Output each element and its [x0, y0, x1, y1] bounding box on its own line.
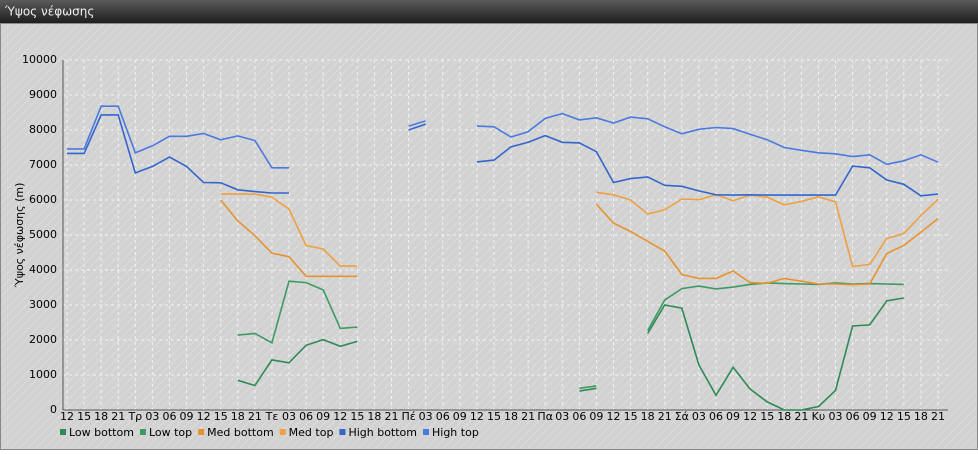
y-tick-label: 8000 [29, 123, 57, 136]
x-tick-label: 12 [333, 410, 347, 423]
legend-label: Med bottom [207, 426, 274, 439]
x-tick-label: 09 [726, 410, 740, 423]
legend-label: Med top [289, 426, 334, 439]
legend-label: High top [432, 426, 479, 439]
x-tick-label: 15 [624, 410, 638, 423]
x-tick-label: 18 [504, 410, 518, 423]
x-tick-label: 15 [487, 410, 501, 423]
legend-swatch [339, 429, 346, 435]
x-tick-label: 03 [145, 410, 159, 423]
series-line [220, 191, 939, 268]
x-tick-label: Κυ [812, 410, 826, 423]
x-tick-label: 09 [589, 410, 603, 423]
y-tick-label: 7000 [29, 158, 57, 171]
x-tick-label: 15 [350, 410, 364, 423]
legend-label: Low bottom [69, 426, 134, 439]
legend-swatch [60, 429, 66, 435]
x-tick-label: 21 [521, 410, 535, 423]
x-tick-label: 21 [384, 410, 398, 423]
x-tick-label: 12 [197, 410, 211, 423]
x-tick-label: 06 [709, 410, 723, 423]
x-tick-label: 12 [880, 410, 894, 423]
x-tick-label: 18 [94, 410, 108, 423]
x-tick-label: 21 [794, 410, 808, 423]
legend-label: High bottom [348, 426, 417, 439]
y-axis-label: Ύψος νέφωσης (m) [13, 183, 26, 289]
x-tick-label: 06 [572, 410, 586, 423]
x-tick-label: 12 [470, 410, 484, 423]
series-line [67, 105, 939, 169]
x-tick-label: 18 [777, 410, 791, 423]
legend-swatch [279, 429, 286, 435]
x-tick-label: Τε [265, 410, 279, 423]
x-tick-label: 03 [282, 410, 296, 423]
x-tick-label: 21 [931, 410, 945, 423]
x-tick-label: 18 [641, 410, 655, 423]
y-tick-label: 2000 [29, 333, 57, 346]
series-line [67, 114, 939, 197]
x-tick-label: 12 [743, 410, 757, 423]
y-tick-label: 6000 [29, 193, 57, 206]
x-tick-label: 15 [897, 410, 911, 423]
x-tick-label: 09 [316, 410, 330, 423]
x-tick-label: 21 [111, 410, 125, 423]
y-tick-label: 0 [50, 403, 57, 416]
window-title: Ύψος νέφωσης [4, 5, 94, 19]
x-tick-label: 06 [162, 410, 176, 423]
x-tick-label: Τρ [127, 410, 142, 423]
y-tick-label: 9000 [29, 88, 57, 101]
x-tick-label: 06 [846, 410, 860, 423]
x-tick-label: 03 [829, 410, 843, 423]
x-tick-label: 09 [180, 410, 194, 423]
y-tick-label: 3000 [29, 298, 57, 311]
x-tick-label: 03 [419, 410, 433, 423]
x-tick-label: 03 [555, 410, 569, 423]
legend-label: Low top [149, 426, 192, 439]
y-tick-label: 10000 [22, 53, 57, 66]
x-tick-label: Πα [537, 410, 553, 423]
series-line [220, 199, 939, 286]
series-line [237, 297, 904, 411]
x-tick-label: 21 [248, 410, 262, 423]
legend-swatch [198, 429, 205, 435]
x-tick-label: 21 [658, 410, 672, 423]
x-tick-label: 15 [77, 410, 91, 423]
x-tick-label: 03 [692, 410, 706, 423]
title-bar [0, 0, 978, 23]
x-tick-label: 18 [231, 410, 245, 423]
x-tick-label: 15 [760, 410, 774, 423]
legend-swatch [139, 429, 146, 435]
x-tick-label: 09 [863, 410, 877, 423]
x-tick-label: 06 [299, 410, 313, 423]
x-tick-label: 09 [453, 410, 467, 423]
legend-swatch [423, 429, 429, 435]
x-tick-label: 06 [436, 410, 450, 423]
x-tick-label: 18 [367, 410, 381, 423]
x-tick-label: 12 [607, 410, 621, 423]
x-tick-label: Σά [675, 410, 689, 423]
y-tick-label: 5000 [29, 228, 57, 241]
y-tick-label: 4000 [29, 263, 57, 276]
x-tick-label: 15 [214, 410, 228, 423]
x-tick-label: 12 [60, 410, 74, 423]
y-tick-label: 1000 [29, 368, 57, 381]
x-tick-label: 18 [914, 410, 928, 423]
x-tick-label: Πέ [401, 410, 415, 423]
